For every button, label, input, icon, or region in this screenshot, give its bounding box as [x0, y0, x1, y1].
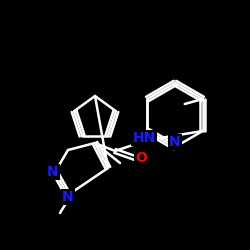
Text: N: N — [47, 165, 59, 179]
Text: N: N — [62, 190, 74, 204]
Text: HN: HN — [132, 131, 156, 145]
Text: O: O — [135, 151, 147, 165]
Text: N: N — [169, 135, 181, 149]
